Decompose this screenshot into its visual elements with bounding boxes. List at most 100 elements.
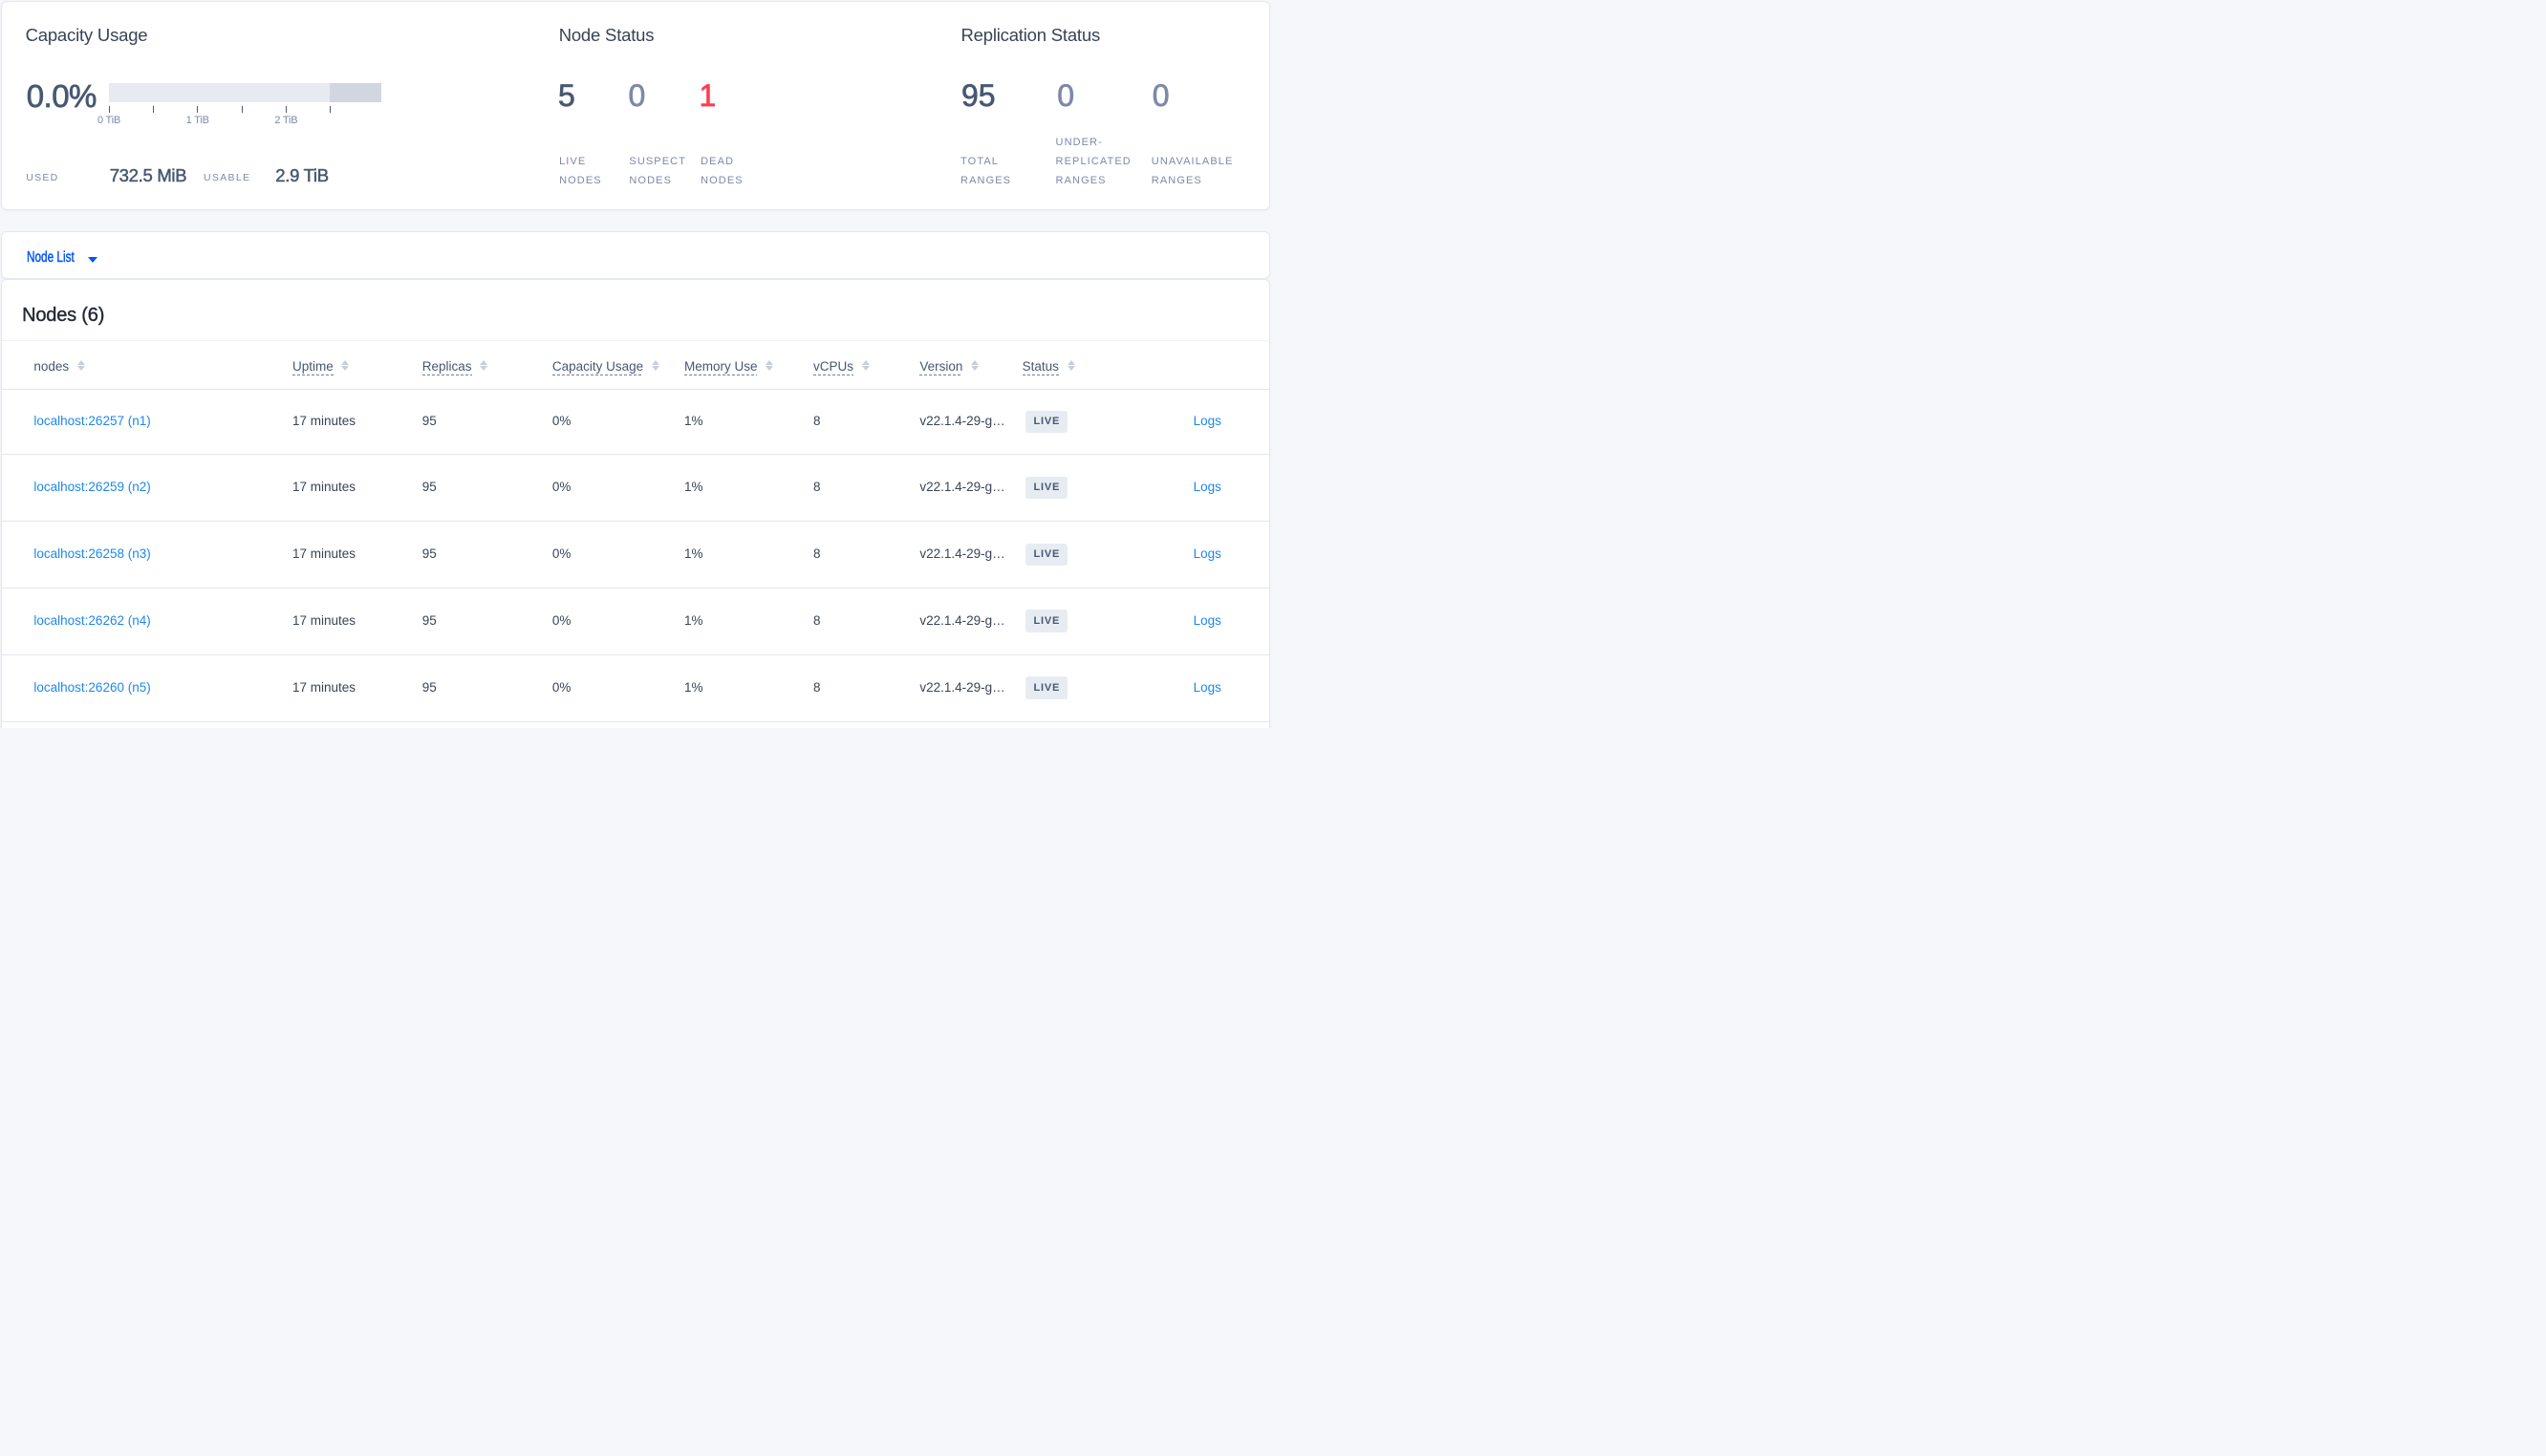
- under-replicated-ranges-label: UNDER-REPLICATED RANGES: [1055, 137, 1132, 186]
- sort-icon[interactable]: [861, 359, 870, 372]
- live-nodes-label: LIVE NODES: [559, 156, 602, 186]
- sort-icon[interactable]: [1067, 359, 1075, 372]
- capacity-usage-cell: 0%: [551, 613, 572, 629]
- logs-link[interactable]: Logs: [1193, 546, 1221, 562]
- vcpus-cell: 8: [812, 480, 821, 495]
- table-row: localhost:26259 (n2) 17 minutes 95 0% 1% 8 v22…: [2, 455, 1269, 522]
- sort-icon[interactable]: [76, 359, 85, 372]
- sort-desc-icon: [1067, 366, 1075, 372]
- dead-nodes-value: 1: [699, 78, 717, 114]
- chevron-down-icon[interactable]: [88, 256, 98, 263]
- used-value: 732.5 MiB: [109, 164, 187, 185]
- node-cell: localhost:26262 (n4): [33, 613, 292, 629]
- table-row: localhost:26262 (n4) 17 minutes 95 0% 1% 8 v22…: [2, 589, 1269, 655]
- unavailable-ranges-label: UNAVAILABLE RANGES: [1151, 156, 1234, 186]
- column-header-label: nodes: [33, 358, 70, 374]
- column-header-status[interactable]: Status: [1022, 357, 1137, 375]
- sort-desc-icon: [76, 366, 85, 372]
- under-replicated-ranges-value: 0: [1057, 78, 1075, 114]
- node-cell: localhost:26259 (n2): [33, 480, 292, 495]
- column-header-label: Version: [919, 358, 963, 375]
- logs-link[interactable]: Logs: [1193, 680, 1221, 696]
- sort-asc-icon: [1067, 359, 1075, 365]
- cluster-summary-card: Capacity Usage Node Status Replication S…: [2, 2, 1269, 210]
- table-row: localhost:26257 (n1) 17 minutes 95 0% 1% 8 v22…: [2, 390, 1269, 456]
- node-cell: localhost:26260 (n5): [33, 680, 292, 696]
- version-cell: v22.1.4-29-g…: [919, 613, 1005, 629]
- live-nodes-value: 5: [558, 78, 575, 114]
- status-cell: LIVE: [1023, 610, 1137, 633]
- version-cell: v22.1.4-29-g…: [919, 680, 1005, 696]
- sort-asc-icon: [861, 359, 870, 365]
- sort-icon[interactable]: [651, 359, 659, 372]
- axis-tick: [108, 105, 110, 113]
- sort-icon[interactable]: [766, 359, 774, 372]
- replication-status-title: Replication Status: [960, 25, 1101, 46]
- capacity-usage-cell: 0%: [551, 414, 572, 429]
- vcpus-cell: 8: [812, 613, 821, 629]
- logs-cell: Logs: [1137, 680, 1221, 696]
- replicas-cell: 95: [421, 480, 437, 495]
- column-header-replicas[interactable]: Replicas: [421, 357, 552, 375]
- logs-link[interactable]: Logs: [1193, 414, 1221, 429]
- capacity-usage-title: Capacity Usage: [25, 25, 148, 46]
- column-header-uptime[interactable]: Uptime: [291, 357, 422, 375]
- axis-tick: [197, 105, 199, 113]
- column-header-capacity-usage[interactable]: Capacity Usage: [551, 357, 684, 375]
- memory-use-cell: 1%: [683, 546, 703, 562]
- sort-asc-icon: [480, 359, 488, 365]
- memory-use-cell: 1%: [683, 414, 703, 429]
- column-header-memory-use[interactable]: Memory Use: [683, 357, 813, 375]
- replicas-cell: 95: [421, 680, 437, 696]
- node-link[interactable]: localhost:26262 (n4): [33, 613, 151, 629]
- node-link[interactable]: localhost:26260 (n5): [33, 680, 151, 696]
- capacity-usage-cell: 0%: [551, 546, 572, 562]
- nodes-table-card: Nodes (6) nodes Uptime Replicas Capacity Us…: [2, 279, 1269, 728]
- axis-tick: [330, 105, 332, 113]
- logs-link[interactable]: Logs: [1193, 613, 1221, 629]
- uptime-cell: 17 minutes: [291, 546, 356, 562]
- sort-asc-icon: [970, 359, 979, 365]
- capacity-usage-cell: 0%: [551, 680, 572, 696]
- capacity-usage-bar: 0 TiB 1 TiB 2 TiB: [97, 83, 382, 126]
- logs-cell: Logs: [1137, 480, 1221, 495]
- uptime-cell: 17 minutes: [291, 414, 356, 429]
- vcpus-cell: 8: [812, 546, 821, 562]
- node-list-dropdown-label[interactable]: Node List: [26, 249, 75, 267]
- replicas-cell: 95: [421, 613, 437, 629]
- status-badge: LIVE: [1025, 676, 1068, 700]
- sort-desc-icon: [861, 366, 870, 372]
- sort-icon[interactable]: [480, 359, 488, 372]
- node-link[interactable]: localhost:26257 (n1): [33, 414, 151, 429]
- sort-asc-icon: [341, 359, 350, 365]
- replicas-cell: 95: [421, 546, 437, 562]
- capacity-used-percent: 0.0%: [26, 77, 97, 114]
- memory-use-cell: 1%: [683, 613, 703, 629]
- column-header-label: vCPUs: [812, 358, 853, 375]
- sort-icon[interactable]: [970, 359, 979, 372]
- column-header-label: Replicas: [421, 358, 472, 375]
- column-header-vcpus[interactable]: vCPUs: [812, 357, 919, 375]
- axis-tick: [285, 105, 288, 113]
- sort-desc-icon: [341, 366, 350, 372]
- axis-tick: [241, 105, 243, 113]
- status-badge: LIVE: [1025, 543, 1068, 567]
- usable-value: 2.9 TiB: [275, 164, 329, 185]
- total-ranges-label: TOTAL RANGES: [960, 156, 1012, 186]
- sort-desc-icon: [651, 366, 659, 372]
- suspect-nodes-label: SUSPECT NODES: [629, 156, 686, 186]
- axis-label-1tib: 1 TiB: [185, 115, 209, 127]
- logs-link[interactable]: Logs: [1193, 480, 1221, 495]
- node-link[interactable]: localhost:26259 (n2): [33, 480, 151, 495]
- column-header-nodes[interactable]: nodes: [33, 357, 292, 373]
- axis-label-0tib: 0 TiB: [97, 115, 121, 127]
- node-list-dropdown[interactable]: Node List: [27, 250, 1174, 266]
- node-link[interactable]: localhost:26258 (n3): [33, 546, 151, 562]
- sort-desc-icon: [480, 366, 488, 372]
- status-cell: LIVE: [1023, 410, 1137, 434]
- total-ranges-value: 95: [961, 78, 996, 114]
- suspect-nodes-value: 0: [628, 78, 646, 114]
- sort-icon[interactable]: [341, 359, 350, 372]
- sort-desc-icon: [970, 366, 979, 372]
- column-header-version[interactable]: Version: [919, 357, 1022, 375]
